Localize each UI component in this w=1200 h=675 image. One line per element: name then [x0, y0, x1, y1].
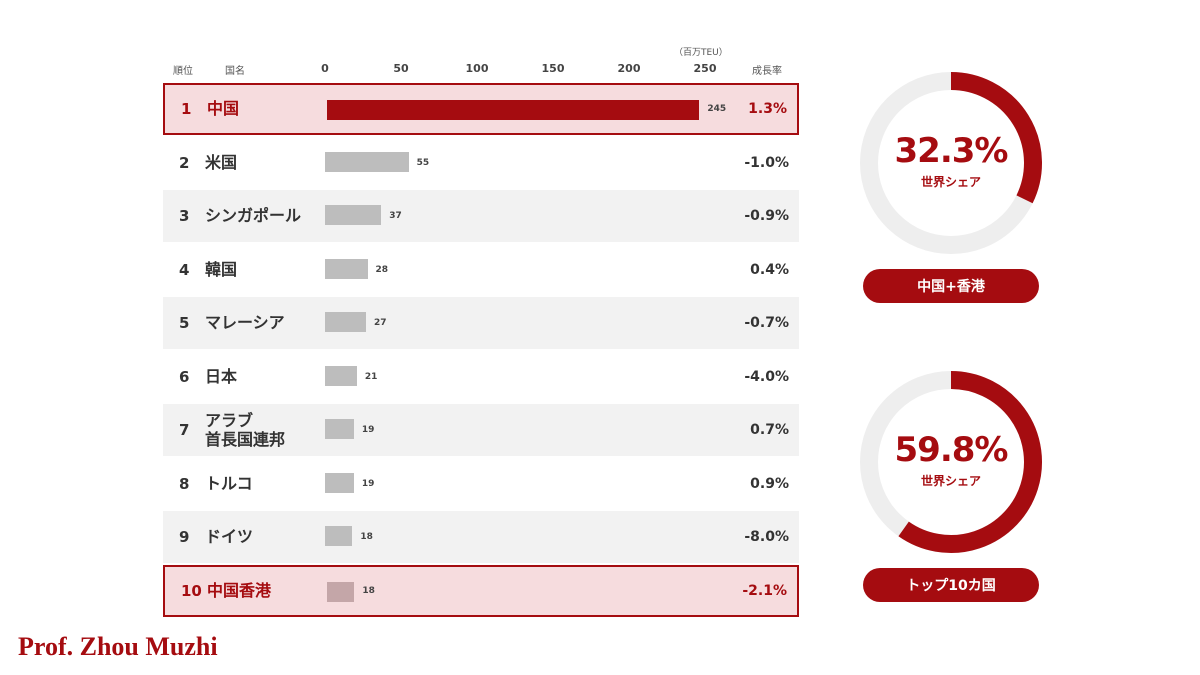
growth-rate: 1.3% — [748, 101, 787, 117]
rank-number: 2 — [179, 153, 190, 172]
bar-value-label: 21 — [364, 371, 378, 382]
table-row: 7 アラブ 首長国連邦 19 0.7% — [163, 404, 799, 456]
rank-number: 5 — [179, 314, 190, 332]
country-name: 韓国 — [205, 259, 238, 279]
bar-value-label: 37 — [389, 211, 402, 221]
throughput-bar — [325, 205, 382, 225]
rank-number: 1 — [181, 100, 192, 118]
country-name: ドイツ — [205, 527, 254, 547]
table-row: 10 中国香港 18 -2.1% — [163, 564, 799, 617]
rank-number: 3 — [179, 207, 190, 225]
throughput-bar — [325, 312, 367, 332]
table-row: 3 シンガポール 37 -0.9% — [163, 190, 799, 242]
x-tick-label: 200 — [617, 62, 641, 75]
top10-share-value: 59.8% — [894, 430, 1009, 470]
throughput-bar — [327, 100, 700, 120]
china-hk-pill: 中国+香港 — [863, 269, 1039, 303]
country-name: マレーシア — [205, 313, 285, 333]
throughput-bar — [325, 472, 354, 493]
table-row: 5 マレーシア 27 -0.7% — [163, 297, 799, 349]
bar-value-label: 19 — [361, 425, 375, 435]
throughput-bar — [325, 365, 357, 386]
bar-value-label: 18 — [362, 585, 375, 596]
rank-number: 10 — [181, 581, 202, 600]
throughput-bar — [325, 151, 409, 172]
china-hk-share-label: 世界シェア — [920, 175, 981, 189]
table-row: 2 米国 55 -1.0% — [163, 137, 799, 189]
growth-rate: -0.9% — [744, 208, 789, 224]
growth-rate: -4.0% — [744, 368, 789, 385]
china-hk-share-donut — [860, 72, 1042, 254]
country-name: 米国 — [205, 152, 238, 172]
country-name: アラブ 首長国連邦 — [205, 410, 286, 449]
x-tick-label: 100 — [465, 62, 489, 75]
growth-rate: 0.4% — [750, 261, 789, 278]
bar-value-label: 28 — [375, 264, 389, 275]
bar-value-label: 245 — [707, 104, 727, 114]
throughput-bar — [327, 581, 355, 602]
country-name: 中国香港 — [207, 580, 272, 600]
rank-column-header: 順位 — [173, 66, 193, 77]
donut-share-arc — [950, 72, 1042, 204]
rank-number: 8 — [179, 474, 190, 493]
x-tick-label: 150 — [541, 62, 565, 75]
name-column-header: 国名 — [225, 66, 245, 77]
top10-share-label: 世界シェア — [920, 474, 981, 488]
country-name: 日本 — [205, 366, 238, 386]
rank-number: 9 — [179, 528, 190, 546]
china-hk-share-value: 32.3% — [894, 131, 1009, 171]
bar-value-label: 27 — [374, 318, 387, 328]
top10-share-text: 59.8% 世界シェア — [858, 430, 1044, 489]
top10-pill: トップ10カ国 — [863, 568, 1039, 602]
bar-value-label: 55 — [416, 157, 430, 168]
rank-number: 7 — [179, 421, 190, 439]
rank-number: 4 — [179, 260, 190, 279]
throughput-bar — [325, 419, 354, 439]
growth-rate: -0.7% — [744, 315, 789, 331]
author-credit: Prof. Zhou Muzhi — [18, 632, 218, 661]
table-row: 9 ドイツ 18 -8.0% — [163, 511, 799, 563]
country-name: 中国 — [207, 99, 240, 119]
growth-rate: -1.0% — [744, 154, 789, 171]
country-name: シンガポール — [205, 206, 302, 226]
growth-rate: 0.9% — [750, 475, 789, 492]
top10-share-donut — [860, 371, 1042, 553]
growth-rate: -8.0% — [744, 529, 789, 545]
throughput-bar — [325, 526, 353, 546]
table-row: 1 中国 245 1.3% — [163, 83, 799, 135]
donut-share-arc — [898, 371, 1042, 553]
rank-number: 6 — [179, 367, 190, 386]
china-hk-share-text: 32.3% 世界シェア — [858, 131, 1044, 190]
country-name: トルコ — [205, 473, 253, 493]
table-row: 6 日本 21 -4.0% — [163, 351, 799, 403]
table-row: 8 トルコ 19 0.9% — [163, 458, 799, 510]
x-tick-label: 50 — [393, 62, 409, 75]
growth-rate: -2.1% — [742, 582, 787, 599]
bar-value-label: 18 — [360, 532, 373, 542]
throughput-bar — [325, 258, 368, 279]
x-tick-label: 250 — [693, 62, 717, 75]
growth-column-header: 成長率 — [752, 66, 782, 77]
bar-value-label: 19 — [361, 478, 375, 489]
growth-rate: 0.7% — [750, 422, 789, 438]
unit-label: （百万TEU） — [674, 48, 728, 58]
x-tick-label: 0 — [321, 62, 329, 75]
table-row: 4 韓国 28 0.4% — [163, 244, 799, 296]
